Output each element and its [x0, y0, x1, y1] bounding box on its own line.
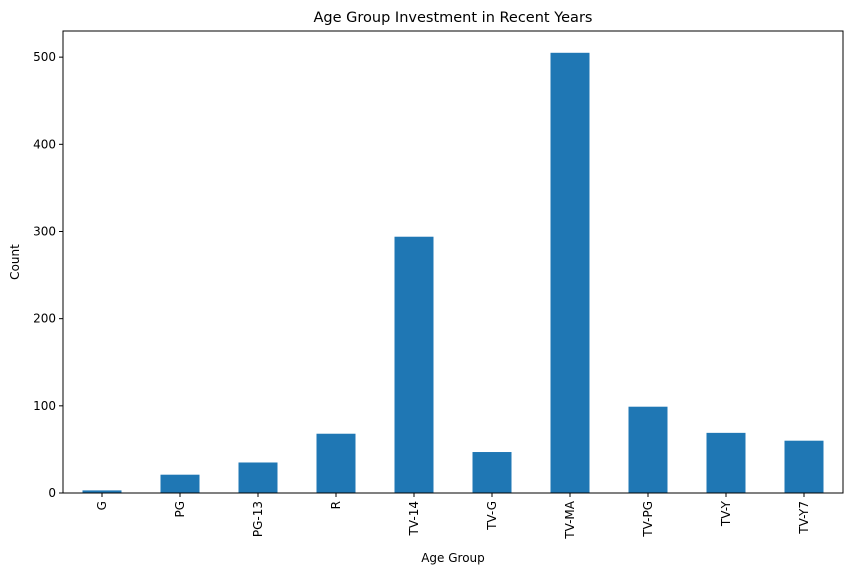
- x-axis-label: Age Group: [421, 551, 485, 565]
- y-axis-label: Count: [8, 244, 22, 280]
- plot-frame: [62, 30, 844, 494]
- bar-pg: [160, 474, 200, 493]
- x-axis: G PG PG-13 R TV-14 TV-G TV-MA TV-PG TV-Y TV-Y7: [95, 493, 811, 540]
- bar-tv-pg: [628, 406, 668, 493]
- y-tick-label-100: 100: [33, 399, 56, 413]
- x-tick-label-tv-ma: TV-MA: [563, 500, 577, 540]
- bar-r: [316, 433, 356, 493]
- y-tick-label-500: 500: [33, 50, 56, 64]
- chart-title: Age Group Investment in Recent Years: [314, 10, 593, 26]
- bar-g: [82, 490, 122, 493]
- x-tick-label-pg-13: PG-13: [251, 501, 265, 537]
- x-tick-label-tv-y7: TV-Y7: [797, 501, 811, 535]
- bar-tv-y: [706, 432, 746, 493]
- bar-tv-ma: [550, 52, 590, 494]
- x-tick-label-tv-y: TV-Y: [719, 500, 733, 527]
- bar-tv-14: [394, 236, 434, 493]
- y-axis: 0 100 200 300 400 500: [33, 50, 63, 500]
- y-tick-label-300: 300: [33, 224, 56, 238]
- bar-tv-y7: [784, 440, 824, 493]
- y-tick-label-0: 0: [48, 486, 56, 500]
- x-tick-label-pg: PG: [173, 501, 187, 518]
- bars-group: [82, 52, 824, 494]
- y-tick-label-200: 200: [33, 312, 56, 326]
- x-tick-label-tv-14: TV-14: [407, 501, 421, 536]
- y-tick-label-400: 400: [33, 137, 56, 151]
- bar-pg-13: [238, 462, 278, 493]
- x-tick-label-g: G: [95, 501, 109, 510]
- x-tick-label-r: R: [329, 501, 343, 509]
- x-tick-label-tv-pg: TV-PG: [641, 501, 655, 538]
- bar-tv-g: [472, 452, 512, 493]
- x-tick-label-tv-g: TV-G: [485, 501, 499, 531]
